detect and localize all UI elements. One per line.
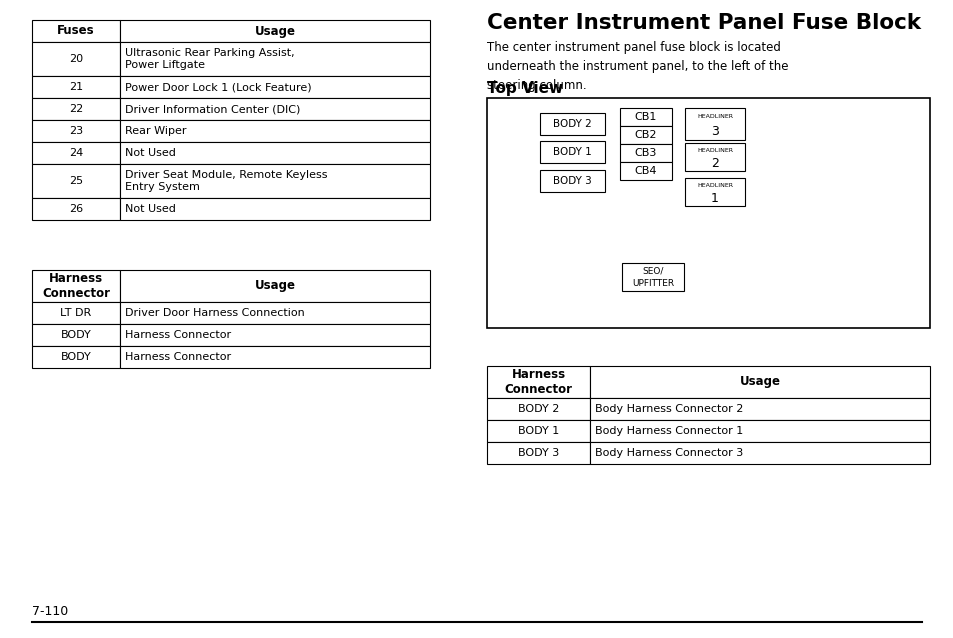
- Bar: [32, 20, 120, 42]
- Bar: [120, 98, 430, 120]
- Text: 20: 20: [69, 54, 83, 64]
- Bar: [32, 76, 120, 98]
- Text: CB2: CB2: [634, 130, 657, 140]
- Bar: [32, 346, 120, 368]
- Text: 26: 26: [69, 204, 83, 214]
- Text: HEADLINER: HEADLINER: [697, 183, 732, 188]
- Text: Usage: Usage: [254, 24, 295, 38]
- Text: 1: 1: [710, 191, 719, 205]
- Bar: [589, 398, 929, 420]
- Text: BODY 3: BODY 3: [553, 176, 591, 186]
- Bar: [120, 324, 430, 346]
- Text: HEADLINER: HEADLINER: [697, 114, 732, 119]
- Bar: [32, 324, 120, 346]
- Text: Ultrasonic Rear Parking Assist,
Power Liftgate: Ultrasonic Rear Parking Assist, Power Li…: [125, 48, 294, 70]
- Text: CB4: CB4: [634, 166, 657, 176]
- Bar: [684, 143, 744, 171]
- Bar: [486, 366, 589, 398]
- Bar: [539, 170, 604, 192]
- Text: Body Harness Connector 2: Body Harness Connector 2: [595, 404, 742, 414]
- Text: LT DR: LT DR: [60, 308, 91, 318]
- Text: 21: 21: [69, 82, 83, 92]
- Text: BODY 2: BODY 2: [553, 119, 591, 129]
- Text: 3: 3: [710, 124, 719, 138]
- Text: 22: 22: [69, 104, 83, 114]
- Text: Body Harness Connector 1: Body Harness Connector 1: [595, 426, 742, 436]
- Bar: [486, 398, 589, 420]
- Bar: [486, 98, 929, 328]
- Text: Harness Connector: Harness Connector: [125, 352, 231, 362]
- Bar: [120, 302, 430, 324]
- Text: BODY 3: BODY 3: [517, 448, 558, 458]
- Bar: [120, 346, 430, 368]
- Bar: [684, 178, 744, 206]
- Bar: [486, 420, 589, 442]
- Text: HEADLINER: HEADLINER: [697, 149, 732, 153]
- Bar: [120, 198, 430, 220]
- Text: BODY: BODY: [61, 352, 91, 362]
- Bar: [619, 126, 671, 144]
- Bar: [32, 198, 120, 220]
- Text: SEO/: SEO/: [641, 266, 663, 276]
- Text: Top View: Top View: [486, 81, 562, 96]
- Bar: [120, 120, 430, 142]
- Bar: [32, 142, 120, 164]
- Bar: [539, 113, 604, 135]
- Text: 23: 23: [69, 126, 83, 136]
- Bar: [589, 366, 929, 398]
- Bar: [619, 162, 671, 180]
- Text: Not Used: Not Used: [125, 148, 175, 158]
- Text: CB1: CB1: [634, 112, 657, 122]
- Text: Not Used: Not Used: [125, 204, 175, 214]
- Text: BODY: BODY: [61, 330, 91, 340]
- Text: Harness
Connector: Harness Connector: [504, 368, 572, 396]
- Bar: [120, 42, 430, 76]
- Bar: [32, 120, 120, 142]
- Text: CB3: CB3: [634, 148, 657, 158]
- Text: Rear Wiper: Rear Wiper: [125, 126, 186, 136]
- Bar: [621, 263, 683, 291]
- Bar: [619, 108, 671, 126]
- Text: Fuses: Fuses: [57, 24, 94, 38]
- Bar: [539, 141, 604, 163]
- Bar: [32, 164, 120, 198]
- Bar: [32, 42, 120, 76]
- Bar: [120, 164, 430, 198]
- Text: Driver Seat Module, Remote Keyless
Entry System: Driver Seat Module, Remote Keyless Entry…: [125, 170, 327, 192]
- Bar: [619, 144, 671, 162]
- Text: Usage: Usage: [254, 279, 295, 292]
- Bar: [684, 108, 744, 140]
- Text: Driver Information Center (DIC): Driver Information Center (DIC): [125, 104, 300, 114]
- Text: Harness Connector: Harness Connector: [125, 330, 231, 340]
- Text: Center Instrument Panel Fuse Block: Center Instrument Panel Fuse Block: [486, 13, 921, 33]
- Text: Harness
Connector: Harness Connector: [42, 272, 110, 300]
- Text: BODY 2: BODY 2: [517, 404, 558, 414]
- Text: Body Harness Connector 3: Body Harness Connector 3: [595, 448, 742, 458]
- Bar: [120, 20, 430, 42]
- Text: 7-110: 7-110: [32, 605, 69, 618]
- Text: The center instrument panel fuse block is located
underneath the instrument pane: The center instrument panel fuse block i…: [486, 41, 788, 92]
- Bar: [120, 270, 430, 302]
- Bar: [589, 420, 929, 442]
- Text: 2: 2: [710, 157, 719, 170]
- Text: Power Door Lock 1 (Lock Feature): Power Door Lock 1 (Lock Feature): [125, 82, 312, 92]
- Text: Usage: Usage: [739, 376, 780, 389]
- Bar: [32, 270, 120, 302]
- Bar: [486, 442, 589, 464]
- Bar: [120, 76, 430, 98]
- Bar: [589, 442, 929, 464]
- Text: Driver Door Harness Connection: Driver Door Harness Connection: [125, 308, 304, 318]
- Bar: [32, 98, 120, 120]
- Text: UPFITTER: UPFITTER: [631, 279, 674, 288]
- Text: BODY 1: BODY 1: [553, 147, 591, 157]
- Text: 25: 25: [69, 176, 83, 186]
- Bar: [32, 302, 120, 324]
- Text: 24: 24: [69, 148, 83, 158]
- Bar: [120, 142, 430, 164]
- Text: BODY 1: BODY 1: [517, 426, 558, 436]
